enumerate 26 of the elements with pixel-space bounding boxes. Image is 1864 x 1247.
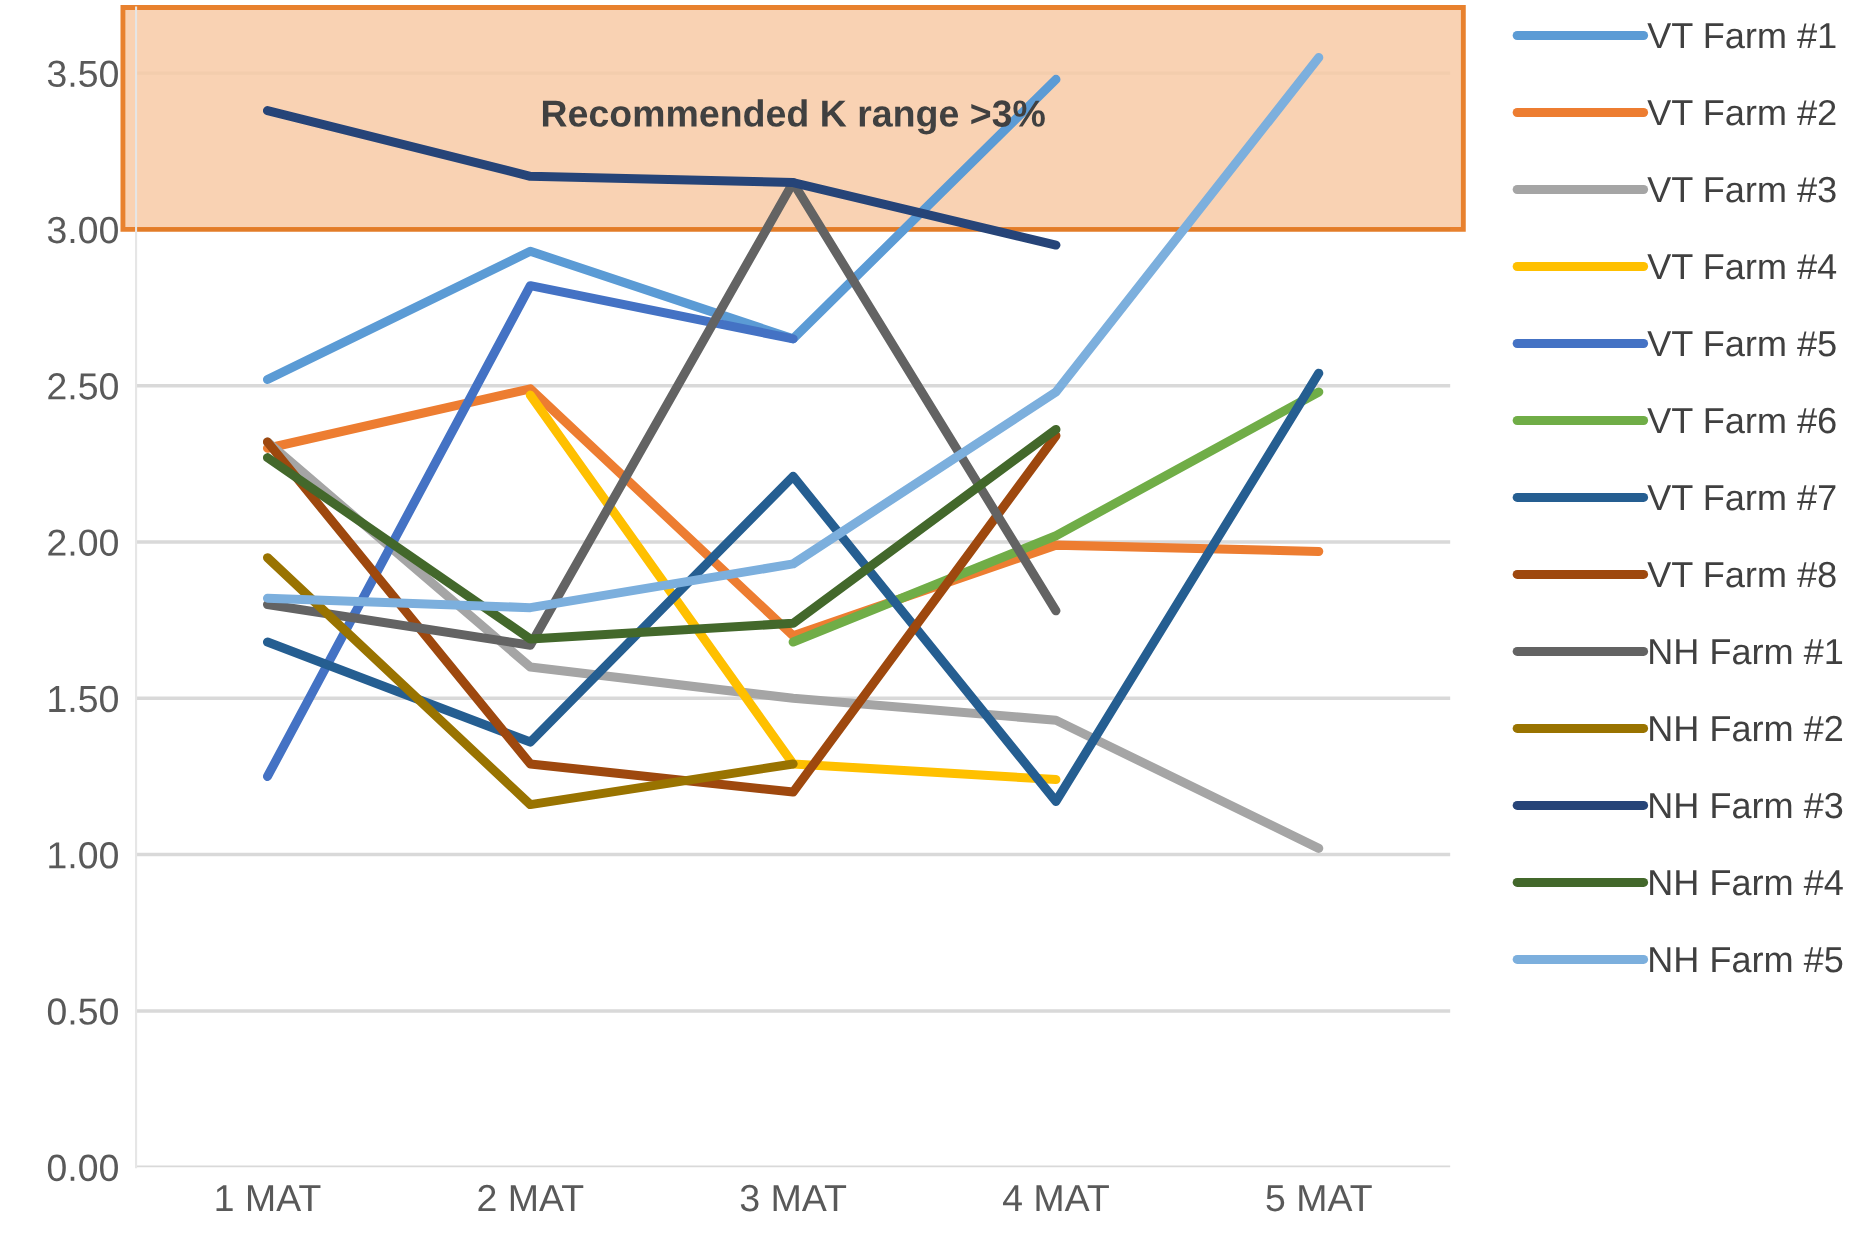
y-tick-label: 3.50 [47,60,118,88]
y-tick-label: 1.50 [49,685,118,713]
legend-label: NH Farm #3 [1650,792,1843,819]
x-tick-label: 1 MAT [216,1185,321,1212]
y-tick-label: 0.00 [47,1154,118,1182]
y-tick-label: 1.00 [49,842,118,869]
legend-label: NH Farm #2 [1650,715,1843,742]
legend-label: VT Farm #7 [1647,485,1836,511]
legend-label: VT Farm #2 [1647,99,1836,126]
y-tick-label: 3.00 [47,216,118,244]
y-tick-label: 2.50 [48,373,118,400]
x-tick-label: 4 MAT [1002,1185,1109,1212]
legend-label: VT Farm #3 [1647,176,1836,203]
x-tick-label: 5 MAT [1266,1185,1372,1212]
x-tick-label: 3 MAT [740,1184,847,1212]
legend-label: VT Farm #6 [1647,407,1836,434]
x-tick-label: 2 MAT [478,1184,584,1212]
legend-label: NH Farm #5 [1650,947,1843,973]
legend-label: VT Farm #1 [1647,23,1836,49]
y-tick-label: 2.00 [48,529,118,556]
legend-label: NH Farm #1 [1650,639,1843,665]
legend-label: VT Farm #8 [1647,561,1836,588]
y-tick-label: 0.50 [47,998,118,1025]
legend-label: NH Farm #4 [1650,870,1843,896]
legend-label: VT Farm #4 [1647,254,1837,280]
legend-label: VT Farm #5 [1647,331,1836,357]
